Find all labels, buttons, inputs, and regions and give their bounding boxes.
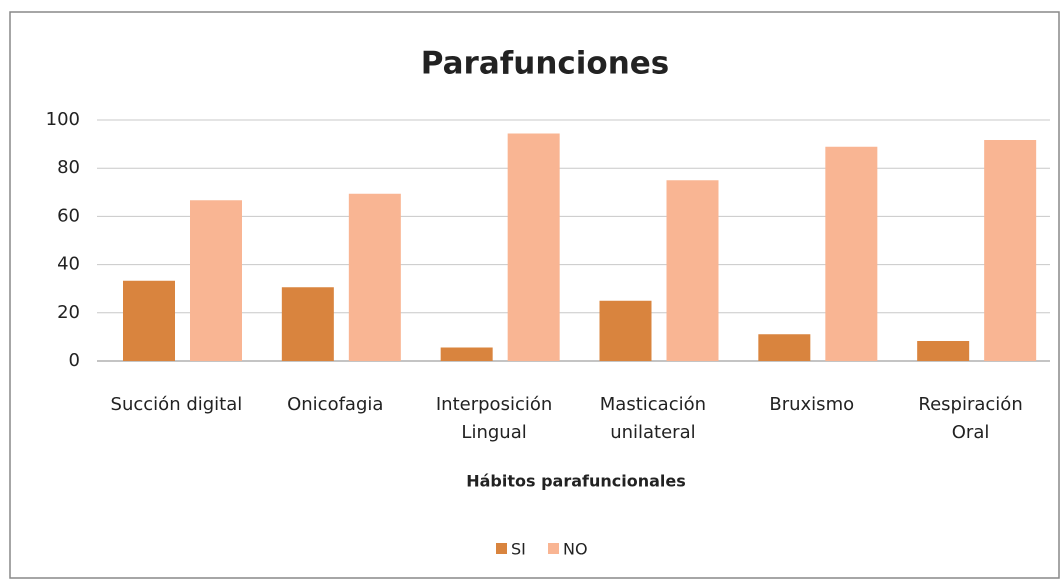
bar <box>190 200 242 361</box>
bar <box>348 193 401 361</box>
legend-swatch <box>496 543 507 554</box>
y-tick-label: 60 <box>57 205 80 226</box>
x-axis-title: Hábitos parafuncionales <box>466 472 686 491</box>
bar <box>984 140 1037 361</box>
bar <box>666 180 719 361</box>
legend-label: SI <box>511 540 526 559</box>
bar <box>281 287 334 361</box>
x-tick-label: Respiración Oral <box>918 394 1022 443</box>
x-tick-label: Masticación unilateral <box>600 394 706 443</box>
y-tick-label: 100 <box>46 109 80 130</box>
y-tick-label: 0 <box>69 350 80 371</box>
bar <box>599 300 652 361</box>
legend-label: NO <box>563 540 588 559</box>
x-tick-label: Onicofagia <box>287 394 383 415</box>
bar <box>507 133 560 361</box>
bar <box>917 340 970 361</box>
x-tick-label: Succión digital <box>111 394 243 415</box>
y-tick-label: 40 <box>57 254 80 275</box>
bar <box>440 347 493 361</box>
y-tick-label: 20 <box>57 302 80 323</box>
legend-swatch <box>548 543 559 554</box>
y-tick-label: 80 <box>57 157 80 178</box>
bar <box>825 146 878 361</box>
x-tick-label: Interposición Lingual <box>436 394 552 443</box>
bar <box>758 334 811 361</box>
chart-title: Parafunciones <box>421 46 669 82</box>
bar <box>123 280 175 361</box>
x-tick-label: Bruxismo <box>769 394 854 415</box>
